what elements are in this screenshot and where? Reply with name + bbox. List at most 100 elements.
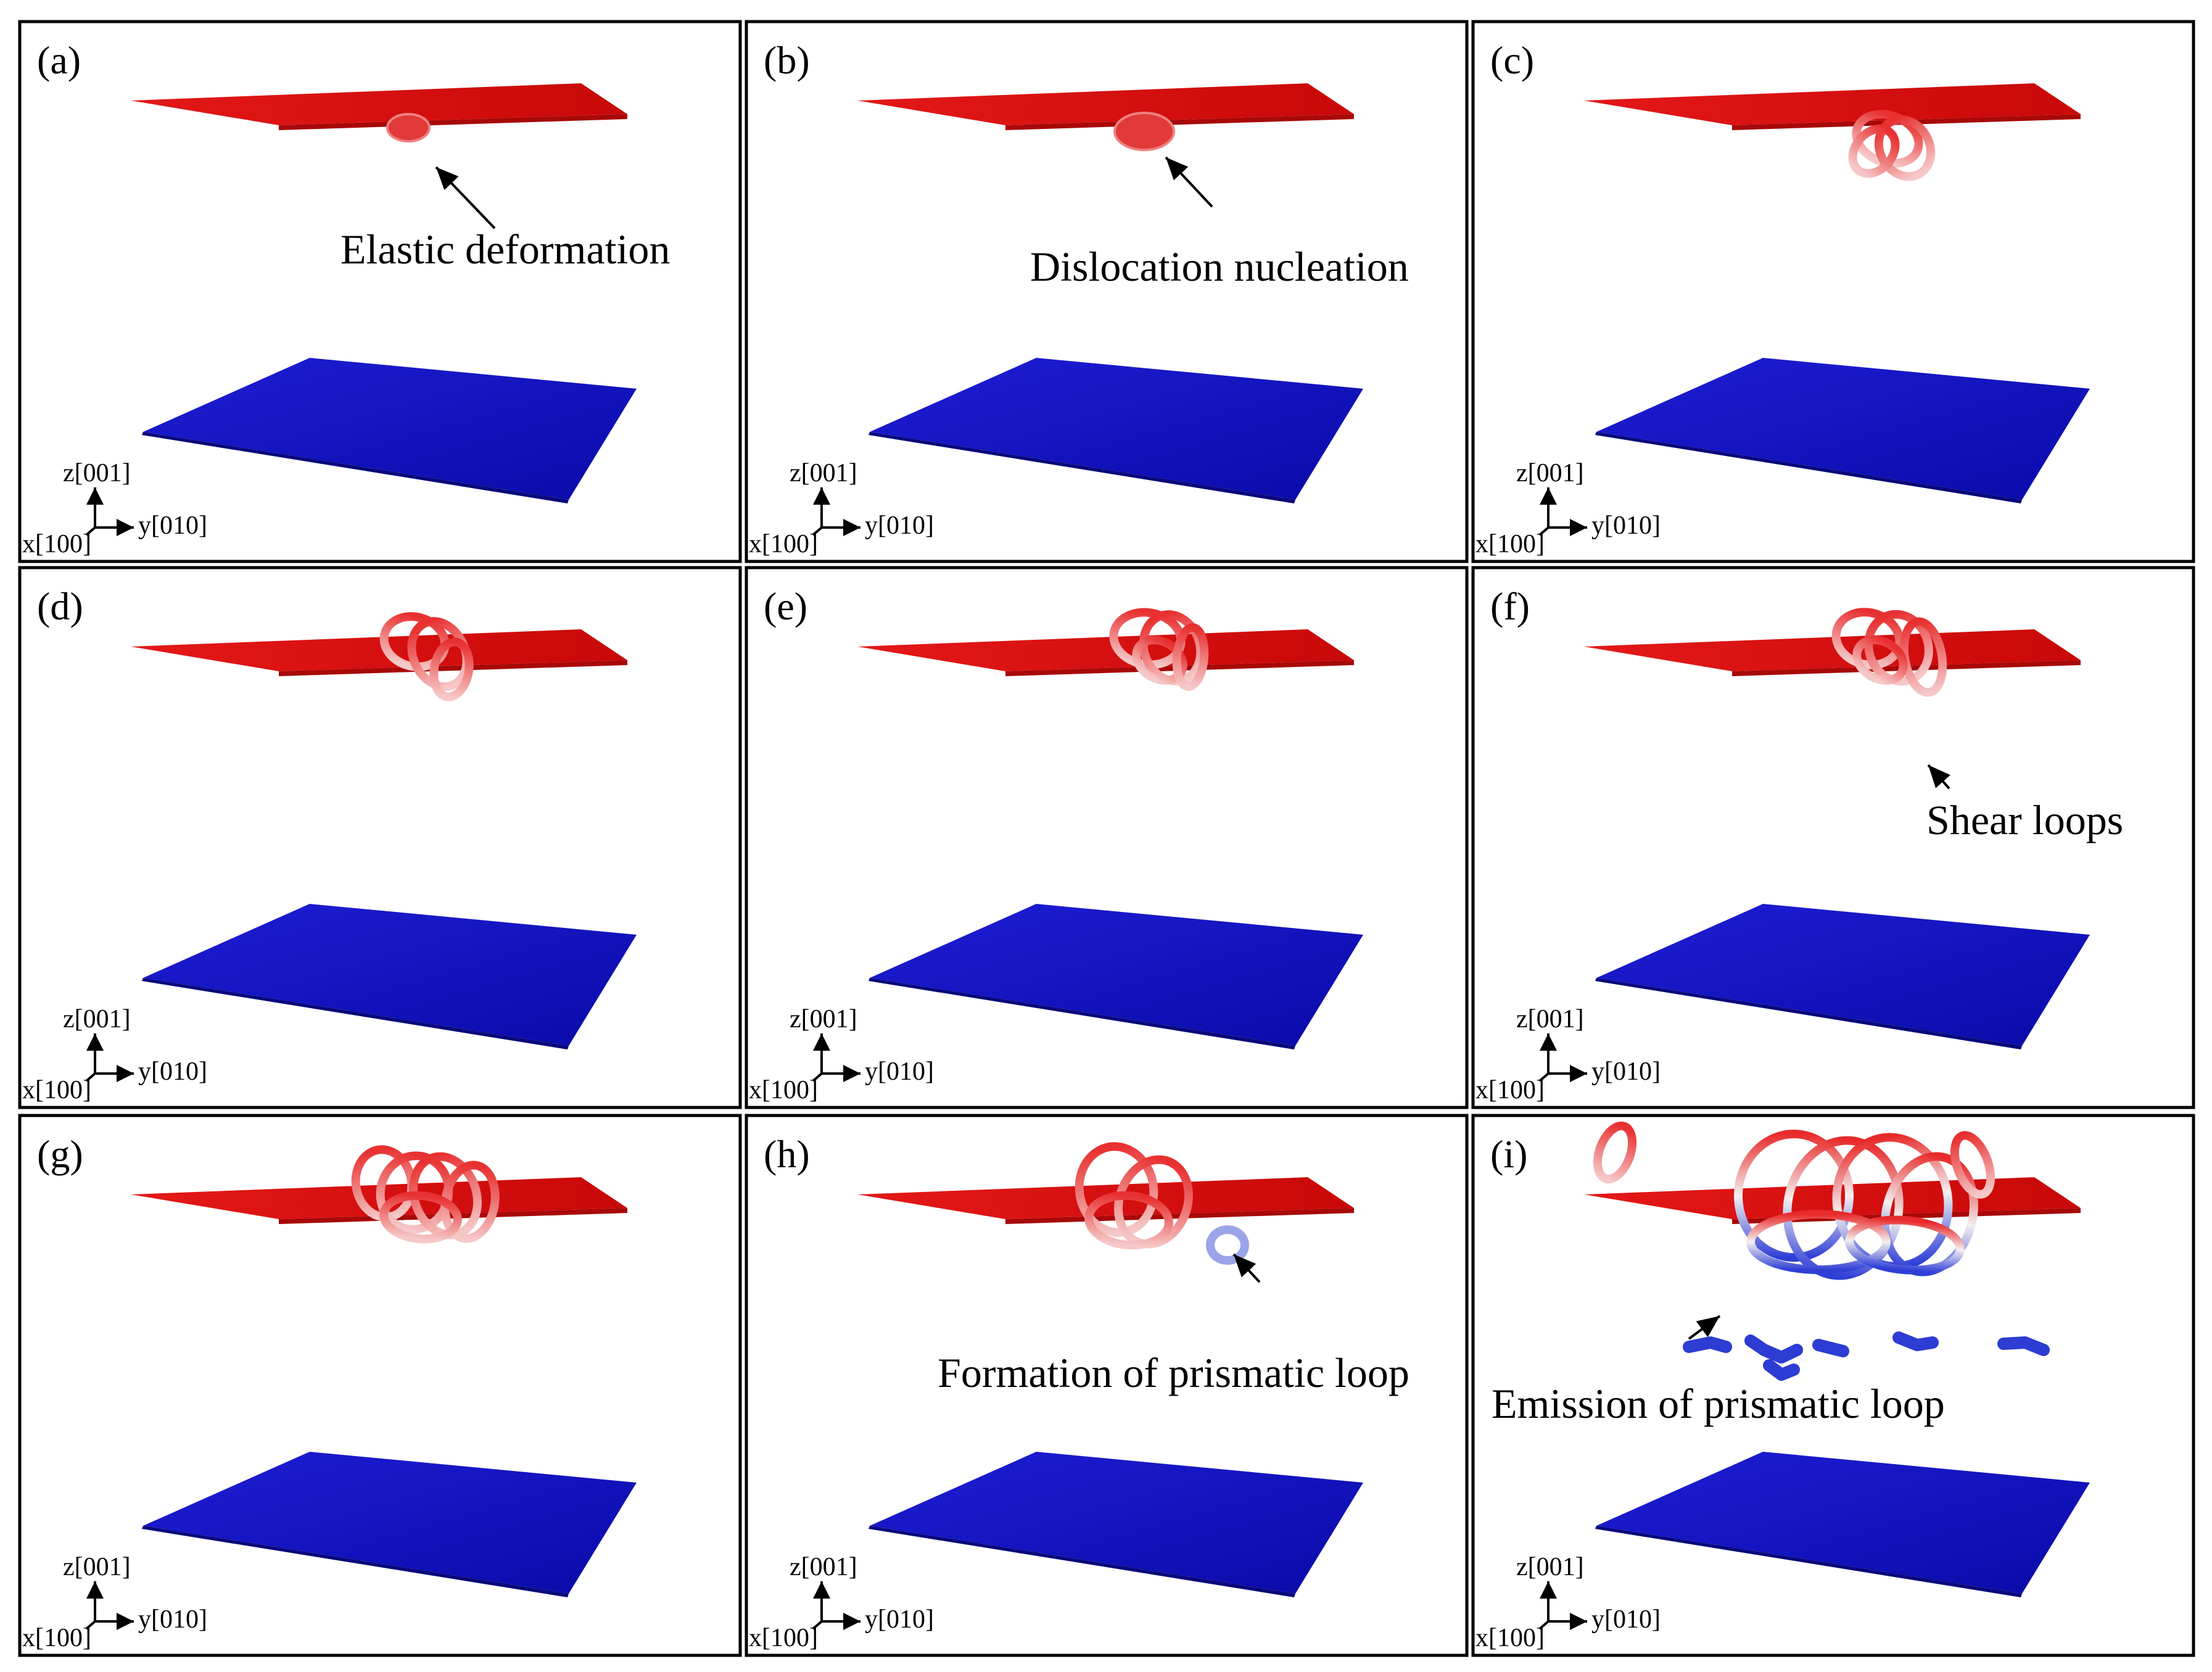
annotation-arrow bbox=[435, 166, 496, 230]
x-axis-arrow bbox=[812, 1620, 823, 1630]
x-axis-label: x[100] bbox=[749, 1624, 818, 1652]
shear-loop bbox=[440, 1161, 500, 1243]
z-axis-label: z[001] bbox=[790, 1553, 857, 1581]
x-axis-arrow bbox=[1538, 526, 1550, 536]
x-axis-arrow bbox=[1538, 1072, 1550, 1082]
top-plate bbox=[131, 83, 627, 125]
bottom-plate bbox=[1596, 358, 2090, 500]
panel-label: (f) bbox=[1490, 584, 1530, 628]
bottom-plate bbox=[143, 358, 637, 500]
x-axis-label: x[100] bbox=[1475, 530, 1545, 558]
y-axis-label: y[010] bbox=[1591, 1057, 1661, 1086]
prismatic-loop bbox=[1892, 1331, 1939, 1351]
bottom-plate bbox=[870, 358, 1363, 500]
bottom-plate bbox=[143, 1452, 637, 1594]
bottom-plate bbox=[1596, 904, 2090, 1046]
y-axis-label: y[010] bbox=[865, 511, 934, 540]
axes-triad: z[001]y[010]x[100] bbox=[22, 1553, 207, 1652]
top-plate bbox=[857, 83, 1354, 125]
bottom-plate bbox=[143, 904, 637, 1046]
x-axis-label: x[100] bbox=[1475, 1076, 1545, 1104]
bottom-plate-edge bbox=[869, 978, 1295, 1049]
prismatic-loop bbox=[1997, 1336, 2050, 1356]
panel-f: (f) z[001]y[010] x[100] Shear loops bbox=[1471, 566, 2195, 1109]
z-axis-label: z[001] bbox=[790, 1005, 857, 1033]
x-axis-arrow bbox=[85, 1620, 96, 1630]
annotation-text: Shear loops bbox=[1926, 797, 2123, 843]
top-plate bbox=[1584, 629, 2081, 671]
bottom-plate-edge bbox=[1595, 432, 2022, 503]
panel-a: (a) z[001]y[010] x[100] Elastic deformation bbox=[18, 20, 742, 563]
z-axis-label: z[001] bbox=[63, 1553, 131, 1581]
panel-c: (c) z[001]y[010] x[100] bbox=[1471, 20, 2195, 563]
y-axis-label: y[010] bbox=[865, 1057, 934, 1086]
x-axis-label: x[100] bbox=[749, 1076, 818, 1104]
panel-label: (g) bbox=[37, 1132, 83, 1176]
shear-loop bbox=[1172, 623, 1209, 691]
z-axis-label: z[001] bbox=[63, 459, 131, 487]
shear-loop bbox=[386, 113, 431, 143]
top-plate bbox=[131, 629, 627, 671]
shear-loop bbox=[1113, 112, 1175, 151]
top-plate bbox=[1584, 83, 2081, 125]
top-plate bbox=[1584, 1177, 2081, 1219]
prismatic-loop bbox=[1744, 1335, 1803, 1364]
x-axis-arrow bbox=[812, 526, 823, 536]
z-axis-label: z[001] bbox=[1516, 1553, 1584, 1581]
annotation-arrow bbox=[1927, 764, 1950, 790]
shear-loop bbox=[1084, 1191, 1173, 1250]
shear-loop bbox=[1950, 1131, 1995, 1199]
dislocation-loops bbox=[1075, 1142, 1249, 1265]
prismatic-loop bbox=[1206, 1225, 1249, 1265]
bottom-plate-edge bbox=[1595, 1526, 2022, 1597]
bottom-plate-edge bbox=[1595, 978, 2022, 1049]
dislocation-loops bbox=[1113, 112, 1175, 151]
x-axis-label: x[100] bbox=[1475, 1624, 1545, 1652]
annotation-text: Elastic deformation bbox=[340, 226, 670, 273]
shear-loop bbox=[1848, 124, 1900, 178]
panel-g: (g) z[001]y[010] x[100] bbox=[18, 1114, 742, 1657]
y-axis-label: y[010] bbox=[138, 1057, 207, 1086]
z-axis-label: z[001] bbox=[1516, 1005, 1584, 1033]
panel-i: (i) z[001]y[010] x[100] Emission of prismat… bbox=[1471, 1114, 2195, 1657]
axes-triad: z[001]y[010]x[100] bbox=[1475, 1553, 1661, 1652]
y-axis-label: y[010] bbox=[865, 1605, 934, 1634]
y-axis-label: y[010] bbox=[1591, 511, 1661, 540]
x-axis-arrow bbox=[85, 526, 96, 536]
bottom-plate bbox=[870, 904, 1363, 1046]
x-axis-label: x[100] bbox=[22, 530, 91, 558]
panel-label: (h) bbox=[764, 1132, 810, 1176]
axes-triad: z[001]y[010] x[100] bbox=[1475, 1005, 1661, 1104]
dislocation-loops bbox=[1109, 608, 1209, 691]
x-axis-label: x[100] bbox=[22, 1624, 91, 1652]
annotation-arrow bbox=[1165, 156, 1213, 208]
top-plate-edge bbox=[1732, 1208, 2081, 1224]
annotation-arrow bbox=[1688, 1315, 1721, 1340]
shear-loop bbox=[1734, 1130, 1854, 1262]
bottom-plate bbox=[870, 1452, 1363, 1594]
x-axis-label: x[100] bbox=[749, 530, 818, 558]
panel-d: (d) z[001]y[010] x[100] bbox=[18, 566, 742, 1109]
x-axis-arrow bbox=[812, 1072, 823, 1082]
axes-triad: z[001]y[010]x[100] bbox=[22, 1005, 207, 1104]
dislocation-loops bbox=[1848, 110, 1936, 181]
panel-label: (a) bbox=[37, 38, 81, 82]
prismatic-loop bbox=[1763, 1359, 1800, 1381]
shear-loop bbox=[1874, 115, 1936, 181]
panel-label: (d) bbox=[37, 584, 83, 628]
bottom-plate-edge bbox=[869, 1526, 1295, 1597]
annotation-text: Dislocation nucleation bbox=[1030, 243, 1409, 290]
top-plate-edge bbox=[1005, 114, 1354, 130]
axes-triad: z[001]y[010] x[100] bbox=[1475, 459, 1661, 558]
panel-label: (i) bbox=[1490, 1132, 1527, 1176]
x-axis-label: x[100] bbox=[22, 1076, 91, 1104]
top-plate-edge bbox=[279, 660, 627, 676]
panel-label: (e) bbox=[764, 584, 807, 628]
shear-loop bbox=[379, 1191, 462, 1244]
prismatic-loop bbox=[1683, 1336, 1732, 1353]
top-plate-edge bbox=[279, 114, 627, 130]
z-axis-label: z[001] bbox=[1516, 459, 1584, 487]
axes-triad: z[001] y[010] x[100] bbox=[749, 1005, 934, 1104]
top-plate bbox=[857, 629, 1354, 671]
panel-label: (c) bbox=[1490, 38, 1534, 82]
